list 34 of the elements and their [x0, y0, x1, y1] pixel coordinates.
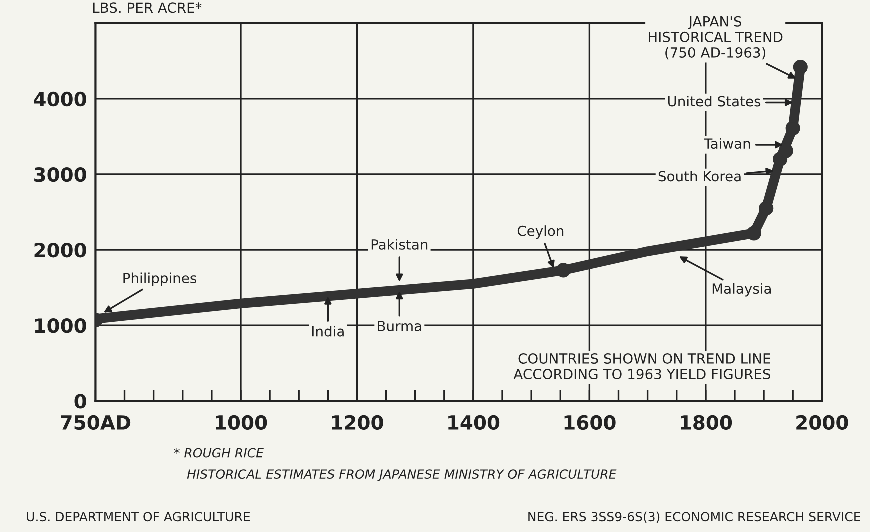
x-tick-label: 750AD — [61, 415, 131, 430]
annotation: South Korea — [658, 170, 741, 182]
point — [786, 121, 800, 136]
text: * ROUGH RICE — [174, 448, 264, 458]
text: HISTORICAL ESTIMATES FROM JAPANESE MINISTRY OF AGRICULTURE — [187, 470, 617, 482]
annotation: Taiwan — [704, 138, 750, 150]
x-tick-label: 1400 — [448, 415, 500, 430]
annotation: Pakistan — [372, 239, 428, 250]
x-tick-label: 1600 — [564, 415, 616, 430]
annotation: India — [312, 326, 344, 337]
annotation: JAPAN'S HISTORICAL TREND (750 AD-1963) — [649, 16, 783, 60]
y-axis-title: LBS. PER ACRE* — [93, 2, 202, 14]
y-tick-label: 2000 — [34, 242, 86, 258]
annotation: Burma — [378, 321, 422, 332]
y-tick-label: 3000 — [34, 167, 86, 182]
point — [759, 201, 774, 216]
y-tick-label: 1000 — [35, 318, 86, 334]
x-tick-label: 1800 — [681, 415, 732, 430]
point — [556, 263, 571, 278]
x-tick-label: 1200 — [332, 415, 384, 430]
y-tick-label: 4000 — [34, 92, 86, 107]
annotation: United States — [668, 96, 761, 107]
point — [778, 144, 794, 158]
point — [746, 226, 762, 241]
point — [793, 60, 808, 75]
x-tick-label: 1000 — [216, 415, 268, 430]
annotation: Ceylon — [518, 226, 564, 240]
x-tick-label: 2000 — [796, 415, 848, 430]
text: NEG. ERS 3SS9-6S(3) ECONOMIC RESEARCH SERVICE — [528, 512, 860, 524]
annotation: COUNTRIES SHOWN ON TREND LINE ACCORDING TO 1963 YIELD FIGURES — [514, 353, 771, 380]
annotation: Philippines — [124, 272, 196, 286]
text: U.S. DEPARTMENT OF AGRICULTURE — [27, 512, 250, 522]
annotation: Malaysia — [712, 283, 772, 297]
y-tick-label: 0 — [74, 394, 86, 409]
